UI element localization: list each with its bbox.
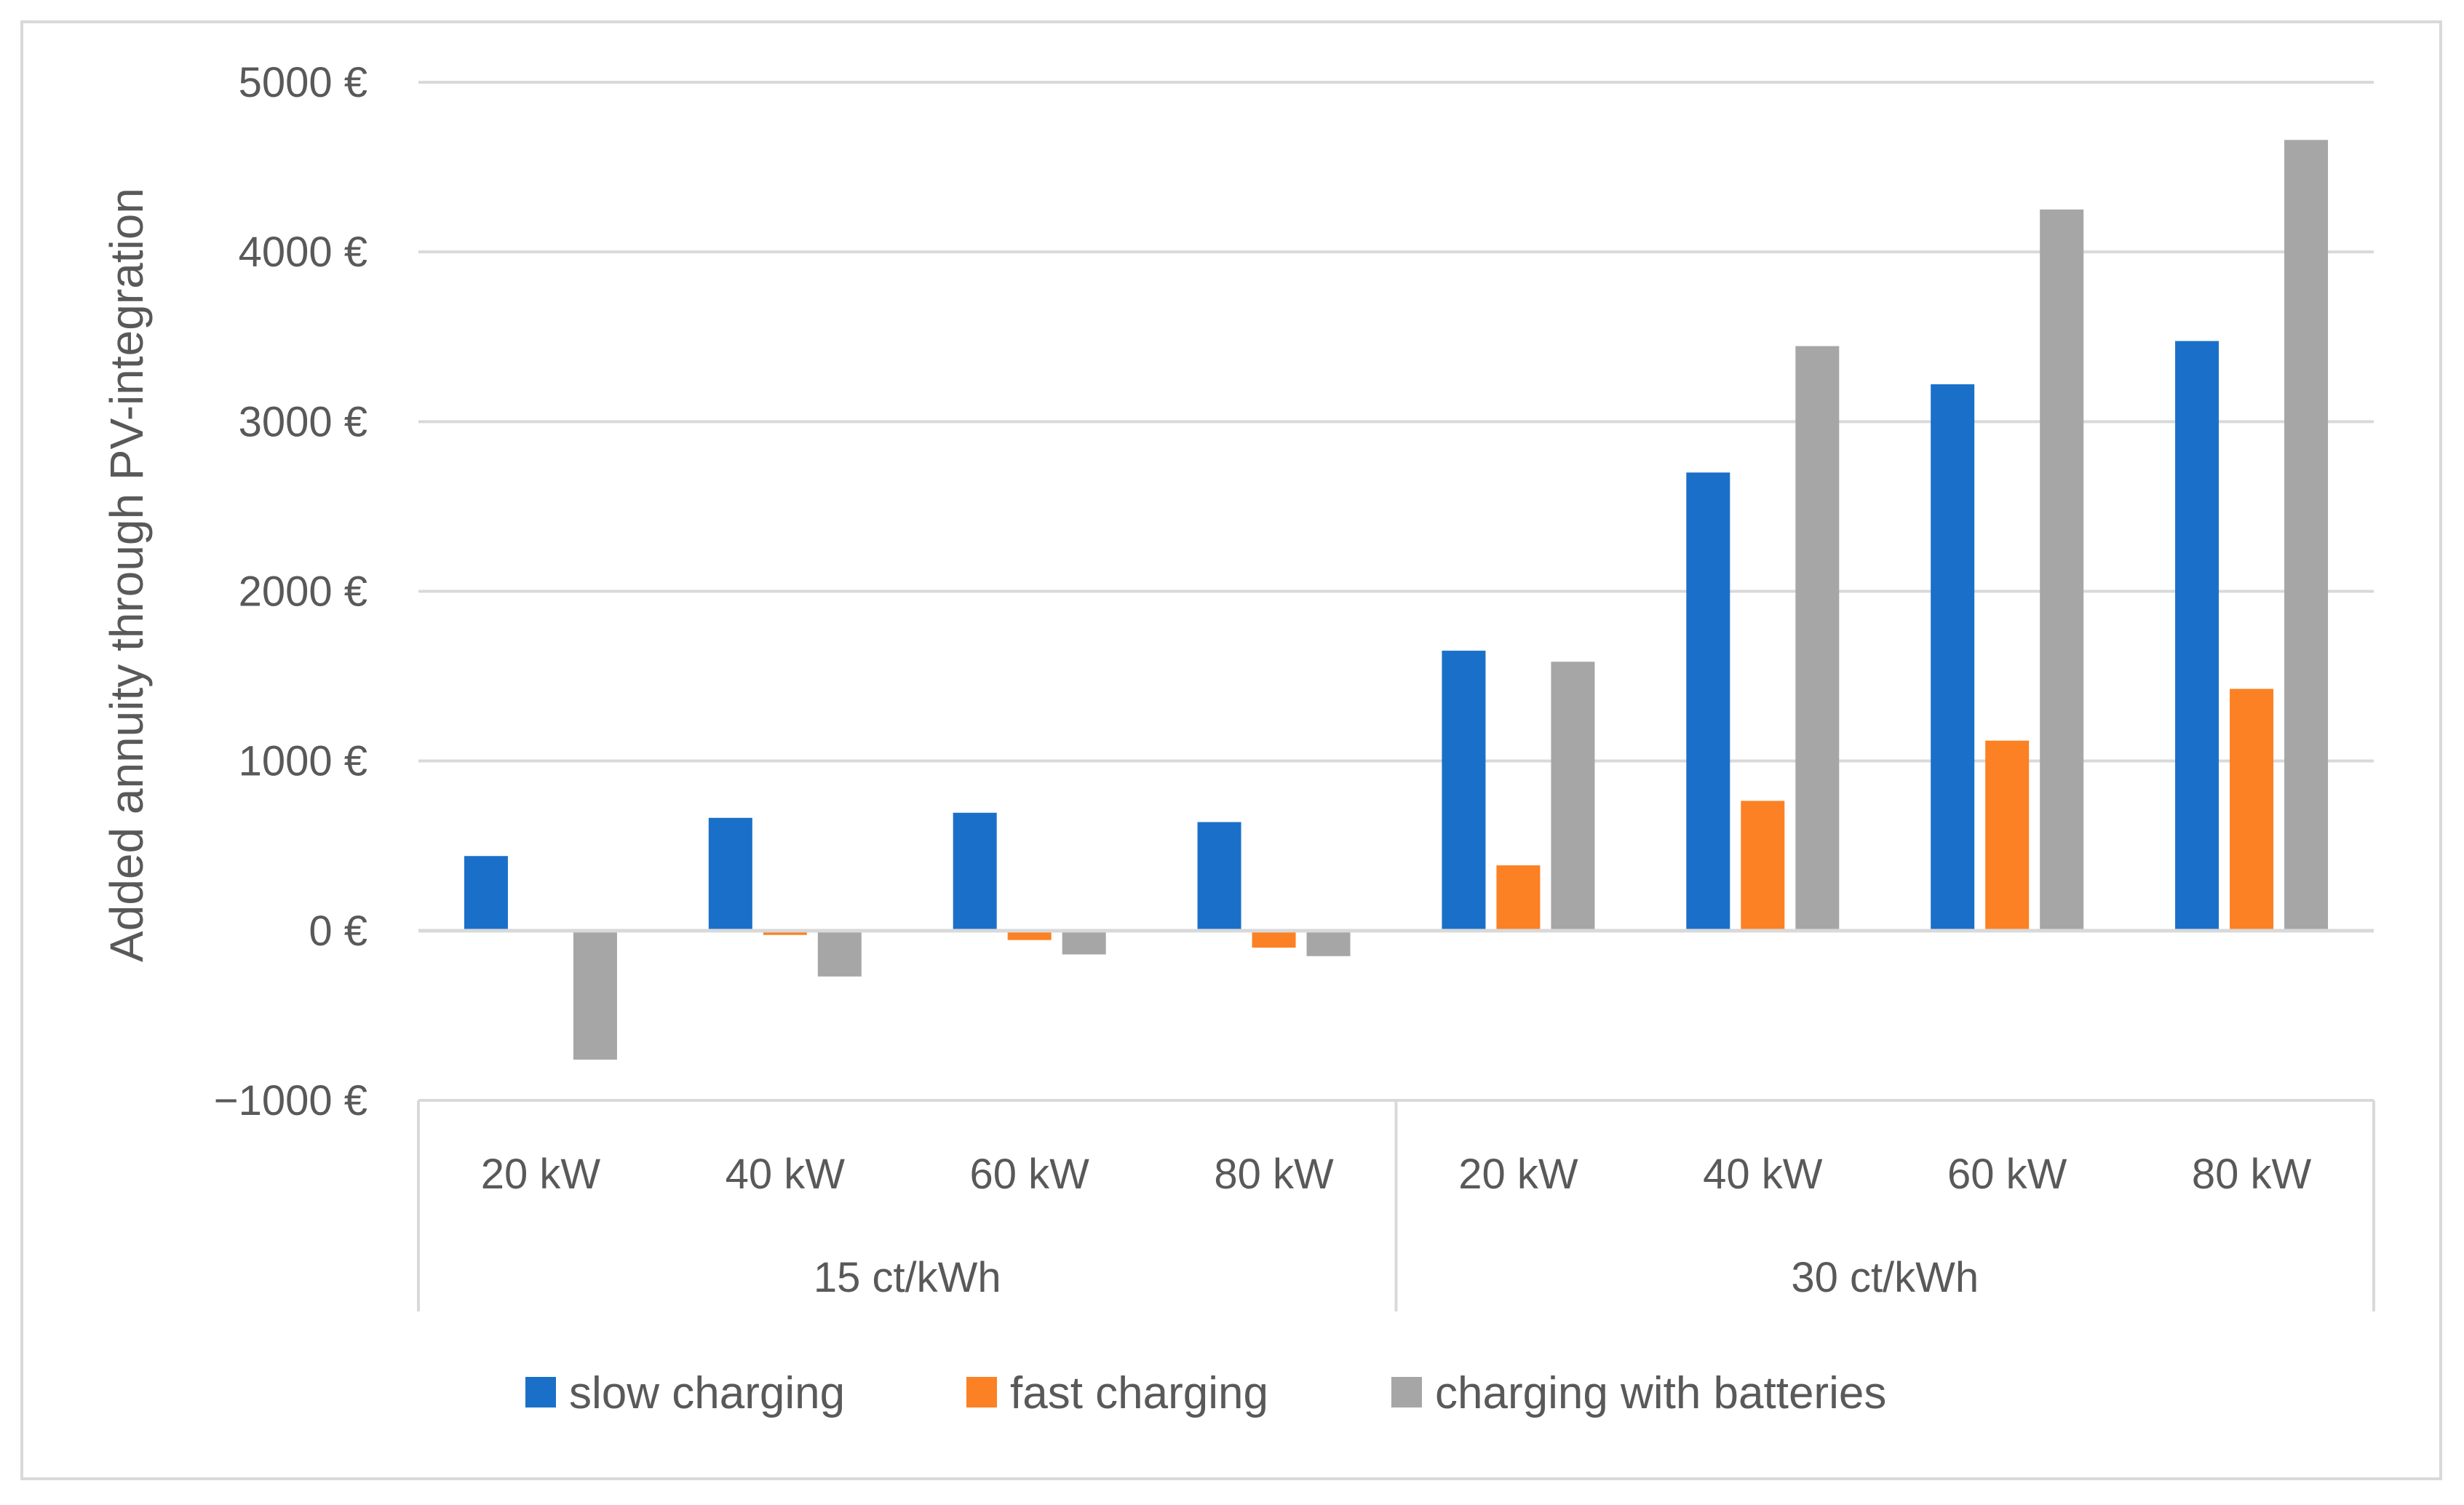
chart-frame xyxy=(20,20,2442,1480)
y-axis-label: Added annuity through PV-integration xyxy=(100,188,153,962)
bar-slow-charging-7 xyxy=(2175,341,2219,931)
y-tick-label: 4000 € xyxy=(239,229,367,276)
legend: slow charging fast charging charging with … xyxy=(525,1368,1886,1418)
x-category-label: 40 kW xyxy=(726,1151,846,1198)
legend-label: slow charging xyxy=(569,1368,845,1418)
x-category-labels: 20 kW 40 kW 60 kW 80 kW 20 kW 40 kW 60 kW 80 kW xyxy=(481,1151,2312,1198)
y-tick-label: 5000 € xyxy=(239,59,367,106)
bar-slow-charging-4 xyxy=(1442,651,1486,931)
x-category-label: 20 kW xyxy=(481,1151,601,1198)
y-tick-label: 1000 € xyxy=(239,738,367,785)
x-group-label: 15 ct/kWh xyxy=(814,1254,1001,1301)
y-tick-label: 2000 € xyxy=(239,568,367,616)
bar-charging-with-batteries-3 xyxy=(1306,930,1351,956)
bar-charging-with-batteries-4 xyxy=(1551,662,1595,931)
x-category-label: 40 kW xyxy=(1703,1151,1823,1198)
x-category-label: 60 kW xyxy=(1947,1151,2067,1198)
bar-charging-with-batteries-7 xyxy=(2284,140,2329,931)
bar-slow-charging-0 xyxy=(464,856,508,931)
bar-fast-charging-1 xyxy=(763,930,807,935)
bar-fast-charging-2 xyxy=(1007,930,1052,940)
bar-fast-charging-4 xyxy=(1496,865,1541,931)
y-tick-label: −1000 € xyxy=(214,1077,367,1124)
axis-lines xyxy=(417,929,2375,1311)
bar-fast-charging-6 xyxy=(1985,740,2030,931)
legend-swatch-charging-with-batteries xyxy=(1391,1377,1422,1407)
bar-slow-charging-5 xyxy=(1686,472,1730,931)
legend-swatch-slow-charging xyxy=(525,1377,556,1407)
bar-slow-charging-6 xyxy=(1931,384,1975,931)
bar-fast-charging-3 xyxy=(1252,930,1296,948)
x-group-label: 30 ct/kWh xyxy=(1791,1254,1979,1301)
x-category-label: 20 kW xyxy=(1458,1151,1578,1198)
bar-charging-with-batteries-5 xyxy=(1795,346,1840,931)
legend-label: fast charging xyxy=(1010,1368,1268,1418)
bar-fast-charging-7 xyxy=(2230,688,2274,931)
x-category-label: 80 kW xyxy=(1214,1151,1334,1198)
x-category-label: 60 kW xyxy=(970,1151,1090,1198)
y-tick-label: 0 € xyxy=(309,908,367,955)
bar-charging-with-batteries-0 xyxy=(573,930,617,1060)
y-tick-label: 3000 € xyxy=(239,398,367,445)
legend-label: charging with batteries xyxy=(1435,1368,1886,1418)
x-category-label: 80 kW xyxy=(2192,1151,2312,1198)
x-group-labels: 15 ct/kWh 30 ct/kWh xyxy=(814,1254,1979,1301)
bar-charging-with-batteries-2 xyxy=(1062,930,1106,955)
bar-fast-charging-5 xyxy=(1741,801,1785,931)
y-tick-labels: −1000 € 0 € 1000 € 2000 € 3000 € 4000 € 5000 € xyxy=(214,59,367,1124)
legend-swatch-fast-charging xyxy=(966,1377,997,1407)
bar-slow-charging-1 xyxy=(708,817,752,931)
bars xyxy=(464,140,2329,1060)
bar-slow-charging-3 xyxy=(1197,822,1241,931)
bar-charging-with-batteries-6 xyxy=(2040,209,2084,931)
bar-charging-with-batteries-1 xyxy=(817,930,862,977)
bar-slow-charging-2 xyxy=(953,812,997,931)
